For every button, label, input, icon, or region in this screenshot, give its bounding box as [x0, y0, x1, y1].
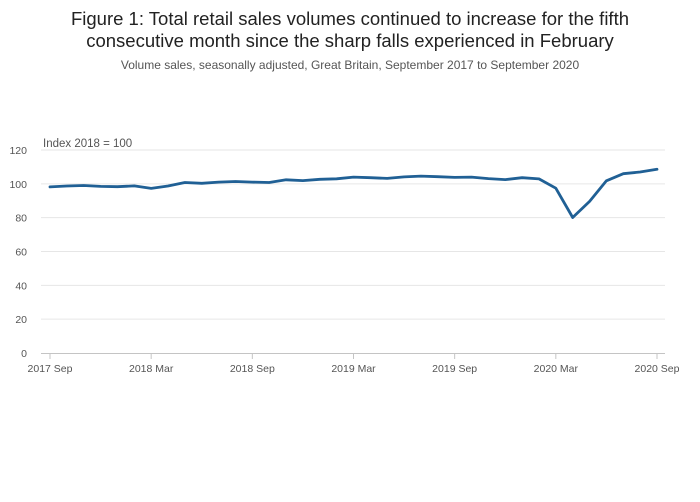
data-point: [251, 181, 254, 184]
x-tick-label: 2020 Sep: [635, 363, 680, 375]
data-point: [234, 180, 237, 183]
data-point: [369, 176, 372, 179]
data-point: [335, 177, 338, 180]
y-tick-label-0: 0: [21, 348, 27, 360]
data-point: [656, 168, 659, 171]
y-axis-unit-label: Index 2018 = 100: [43, 138, 132, 150]
data-point: [150, 187, 153, 190]
data-point: [352, 176, 355, 179]
data-point: [403, 176, 406, 179]
series-line-0: [48, 167, 659, 219]
x-tick-label: 2018 Mar: [129, 363, 174, 375]
data-point: [66, 185, 69, 188]
data-point: [571, 216, 574, 219]
data-point: [200, 182, 203, 185]
data-point: [49, 186, 52, 189]
data-point: [217, 181, 220, 184]
data-point: [436, 175, 439, 178]
y-tick-label-20: 20: [15, 314, 27, 326]
data-point: [268, 181, 271, 184]
x-tick-label: 2017 Sep: [28, 363, 73, 375]
y-tick-label-60: 60: [15, 247, 27, 259]
chart-title: Figure 1: Total retail sales volumes con…: [0, 8, 700, 52]
data-point: [639, 171, 642, 174]
chart-subtitle: Volume sales, seasonally adjusted, Great…: [120, 58, 580, 72]
data-point: [133, 185, 136, 188]
data-point: [622, 172, 625, 175]
data-point: [588, 200, 591, 203]
data-point: [184, 181, 187, 184]
data-point: [554, 187, 557, 190]
data-point: [521, 176, 524, 179]
y-axis-ticks: 0 20 40 60 80 100 120: [9, 145, 27, 360]
chart-title-line-1: Figure 1: Total retail sales volumes con…: [70, 8, 630, 29]
data-point: [420, 175, 423, 178]
y-tick-label-40: 40: [15, 280, 27, 292]
chart-title-line-2: consecutive month since the sharp falls …: [86, 30, 614, 51]
data-point: [318, 178, 321, 181]
series-group: [48, 167, 659, 219]
data-point: [167, 185, 170, 188]
data-point: [285, 178, 288, 181]
y-tick-label-100: 100: [9, 179, 27, 191]
y-tick-label-80: 80: [15, 213, 27, 225]
data-point: [504, 178, 507, 181]
x-tick-label: 2018 Sep: [230, 363, 275, 375]
x-tick-label: 2020 Mar: [534, 363, 579, 375]
data-point: [116, 185, 119, 188]
data-point: [386, 177, 389, 180]
x-tick-label: 2019 Sep: [432, 363, 477, 375]
data-point: [470, 176, 473, 179]
gridlines: [41, 149, 665, 320]
x-axis: 2017 Sep 2018 Mar 2018 Sep 2019 Mar 2019 Sep…: [28, 353, 680, 375]
x-tick-label: 2019 Mar: [331, 363, 376, 375]
data-point: [538, 178, 541, 181]
y-tick-label-120: 120: [9, 145, 27, 157]
data-point: [99, 185, 102, 188]
data-point: [453, 176, 456, 179]
data-point: [487, 177, 490, 180]
data-point: [605, 179, 608, 182]
data-point: [302, 179, 305, 182]
data-point: [82, 184, 85, 187]
